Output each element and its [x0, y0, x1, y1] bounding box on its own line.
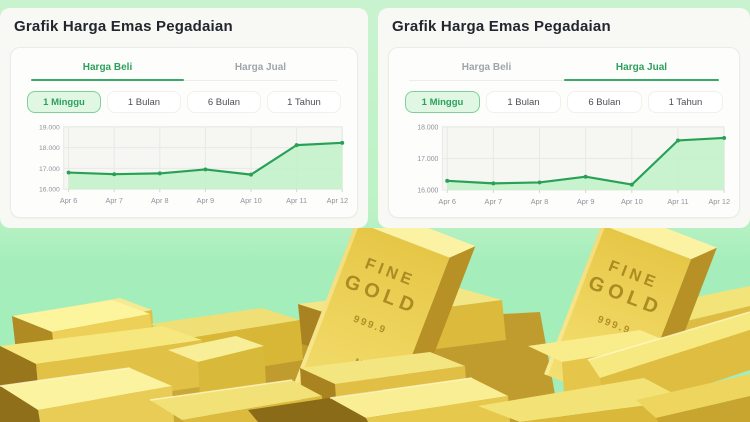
period-1-minggu-button[interactable]: 1 Minggu — [27, 91, 101, 113]
svg-text:Apr 11: Apr 11 — [667, 197, 688, 206]
period-1-bulan-button[interactable]: 1 Bulan — [486, 91, 561, 113]
page-title: Grafik Harga Emas Pegadaian — [392, 18, 611, 35]
period-1-tahun-button[interactable]: 1 Tahun — [648, 91, 723, 113]
gold-bar-pile-front — [0, 311, 750, 422]
chart-card: Harga Beli Harga Jual 1 Minggu 1 Bulan 6… — [388, 47, 740, 218]
svg-text:Apr 9: Apr 9 — [577, 197, 595, 206]
svg-text:19.000: 19.000 — [39, 124, 60, 131]
svg-text:17.000: 17.000 — [417, 156, 438, 163]
svg-text:18.000: 18.000 — [39, 145, 60, 152]
period-button-group: 1 Minggu 1 Bulan 6 Bulan 1 Tahun — [405, 91, 723, 113]
svg-text:Apr 6: Apr 6 — [438, 197, 456, 206]
svg-text:Apr 6: Apr 6 — [60, 196, 77, 205]
svg-text:Apr 7: Apr 7 — [485, 197, 503, 206]
period-1-minggu-button[interactable]: 1 Minggu — [405, 91, 480, 113]
svg-text:16.000: 16.000 — [417, 187, 438, 194]
tab-harga-jual[interactable]: Harga Jual — [564, 54, 719, 81]
svg-text:Apr 12: Apr 12 — [708, 197, 730, 206]
period-button-group: 1 Minggu 1 Bulan 6 Bulan 1 Tahun — [27, 91, 341, 113]
svg-text:16.000: 16.000 — [39, 187, 60, 194]
svg-text:Apr 8: Apr 8 — [531, 197, 549, 206]
period-6-bulan-button[interactable]: 6 Bulan — [187, 91, 261, 113]
svg-text:18.000: 18.000 — [417, 124, 438, 131]
svg-text:17.000: 17.000 — [39, 166, 60, 173]
tab-harga-beli[interactable]: Harga Beli — [31, 54, 184, 81]
svg-text:Apr 11: Apr 11 — [286, 196, 307, 205]
period-1-bulan-button[interactable]: 1 Bulan — [107, 91, 181, 113]
tab-bar: Harga Beli Harga Jual — [409, 54, 719, 81]
svg-text:Apr 7: Apr 7 — [105, 196, 122, 205]
gold-buy-price-chart: 19.000 18.000 17.000 16.000 Apr 6 Apr 7 Apr 8 A… — [15, 121, 351, 211]
tab-harga-beli[interactable]: Harga Beli — [409, 54, 564, 81]
svg-text:Apr 9: Apr 9 — [197, 196, 214, 205]
gold-bars-illustration: FINE GOLD 999.9 FINE GOLD 999.9 NET W — [0, 228, 750, 422]
svg-text:Apr 10: Apr 10 — [621, 197, 643, 206]
svg-text:Apr 8: Apr 8 — [151, 196, 168, 205]
page-title: Grafik Harga Emas Pegadaian — [14, 18, 233, 35]
tab-harga-jual[interactable]: Harga Jual — [184, 54, 337, 81]
gold-chart-panel-buy: Grafik Harga Emas Pegadaian Harga Beli H… — [0, 8, 368, 228]
svg-text:Apr 12: Apr 12 — [327, 196, 349, 205]
gold-sell-price-chart: 18.000 17.000 16.000 Apr 6 Apr 7 Apr 8 Apr 9 Ap… — [393, 121, 733, 212]
svg-text:Apr 10: Apr 10 — [240, 196, 262, 205]
period-6-bulan-button[interactable]: 6 Bulan — [567, 91, 642, 113]
tab-bar: Harga Beli Harga Jual — [31, 54, 337, 81]
period-1-tahun-button[interactable]: 1 Tahun — [267, 91, 341, 113]
gold-chart-panel-sell: Grafik Harga Emas Pegadaian Harga Beli H… — [378, 8, 750, 228]
chart-card: Harga Beli Harga Jual 1 Minggu 1 Bulan 6… — [10, 47, 358, 218]
